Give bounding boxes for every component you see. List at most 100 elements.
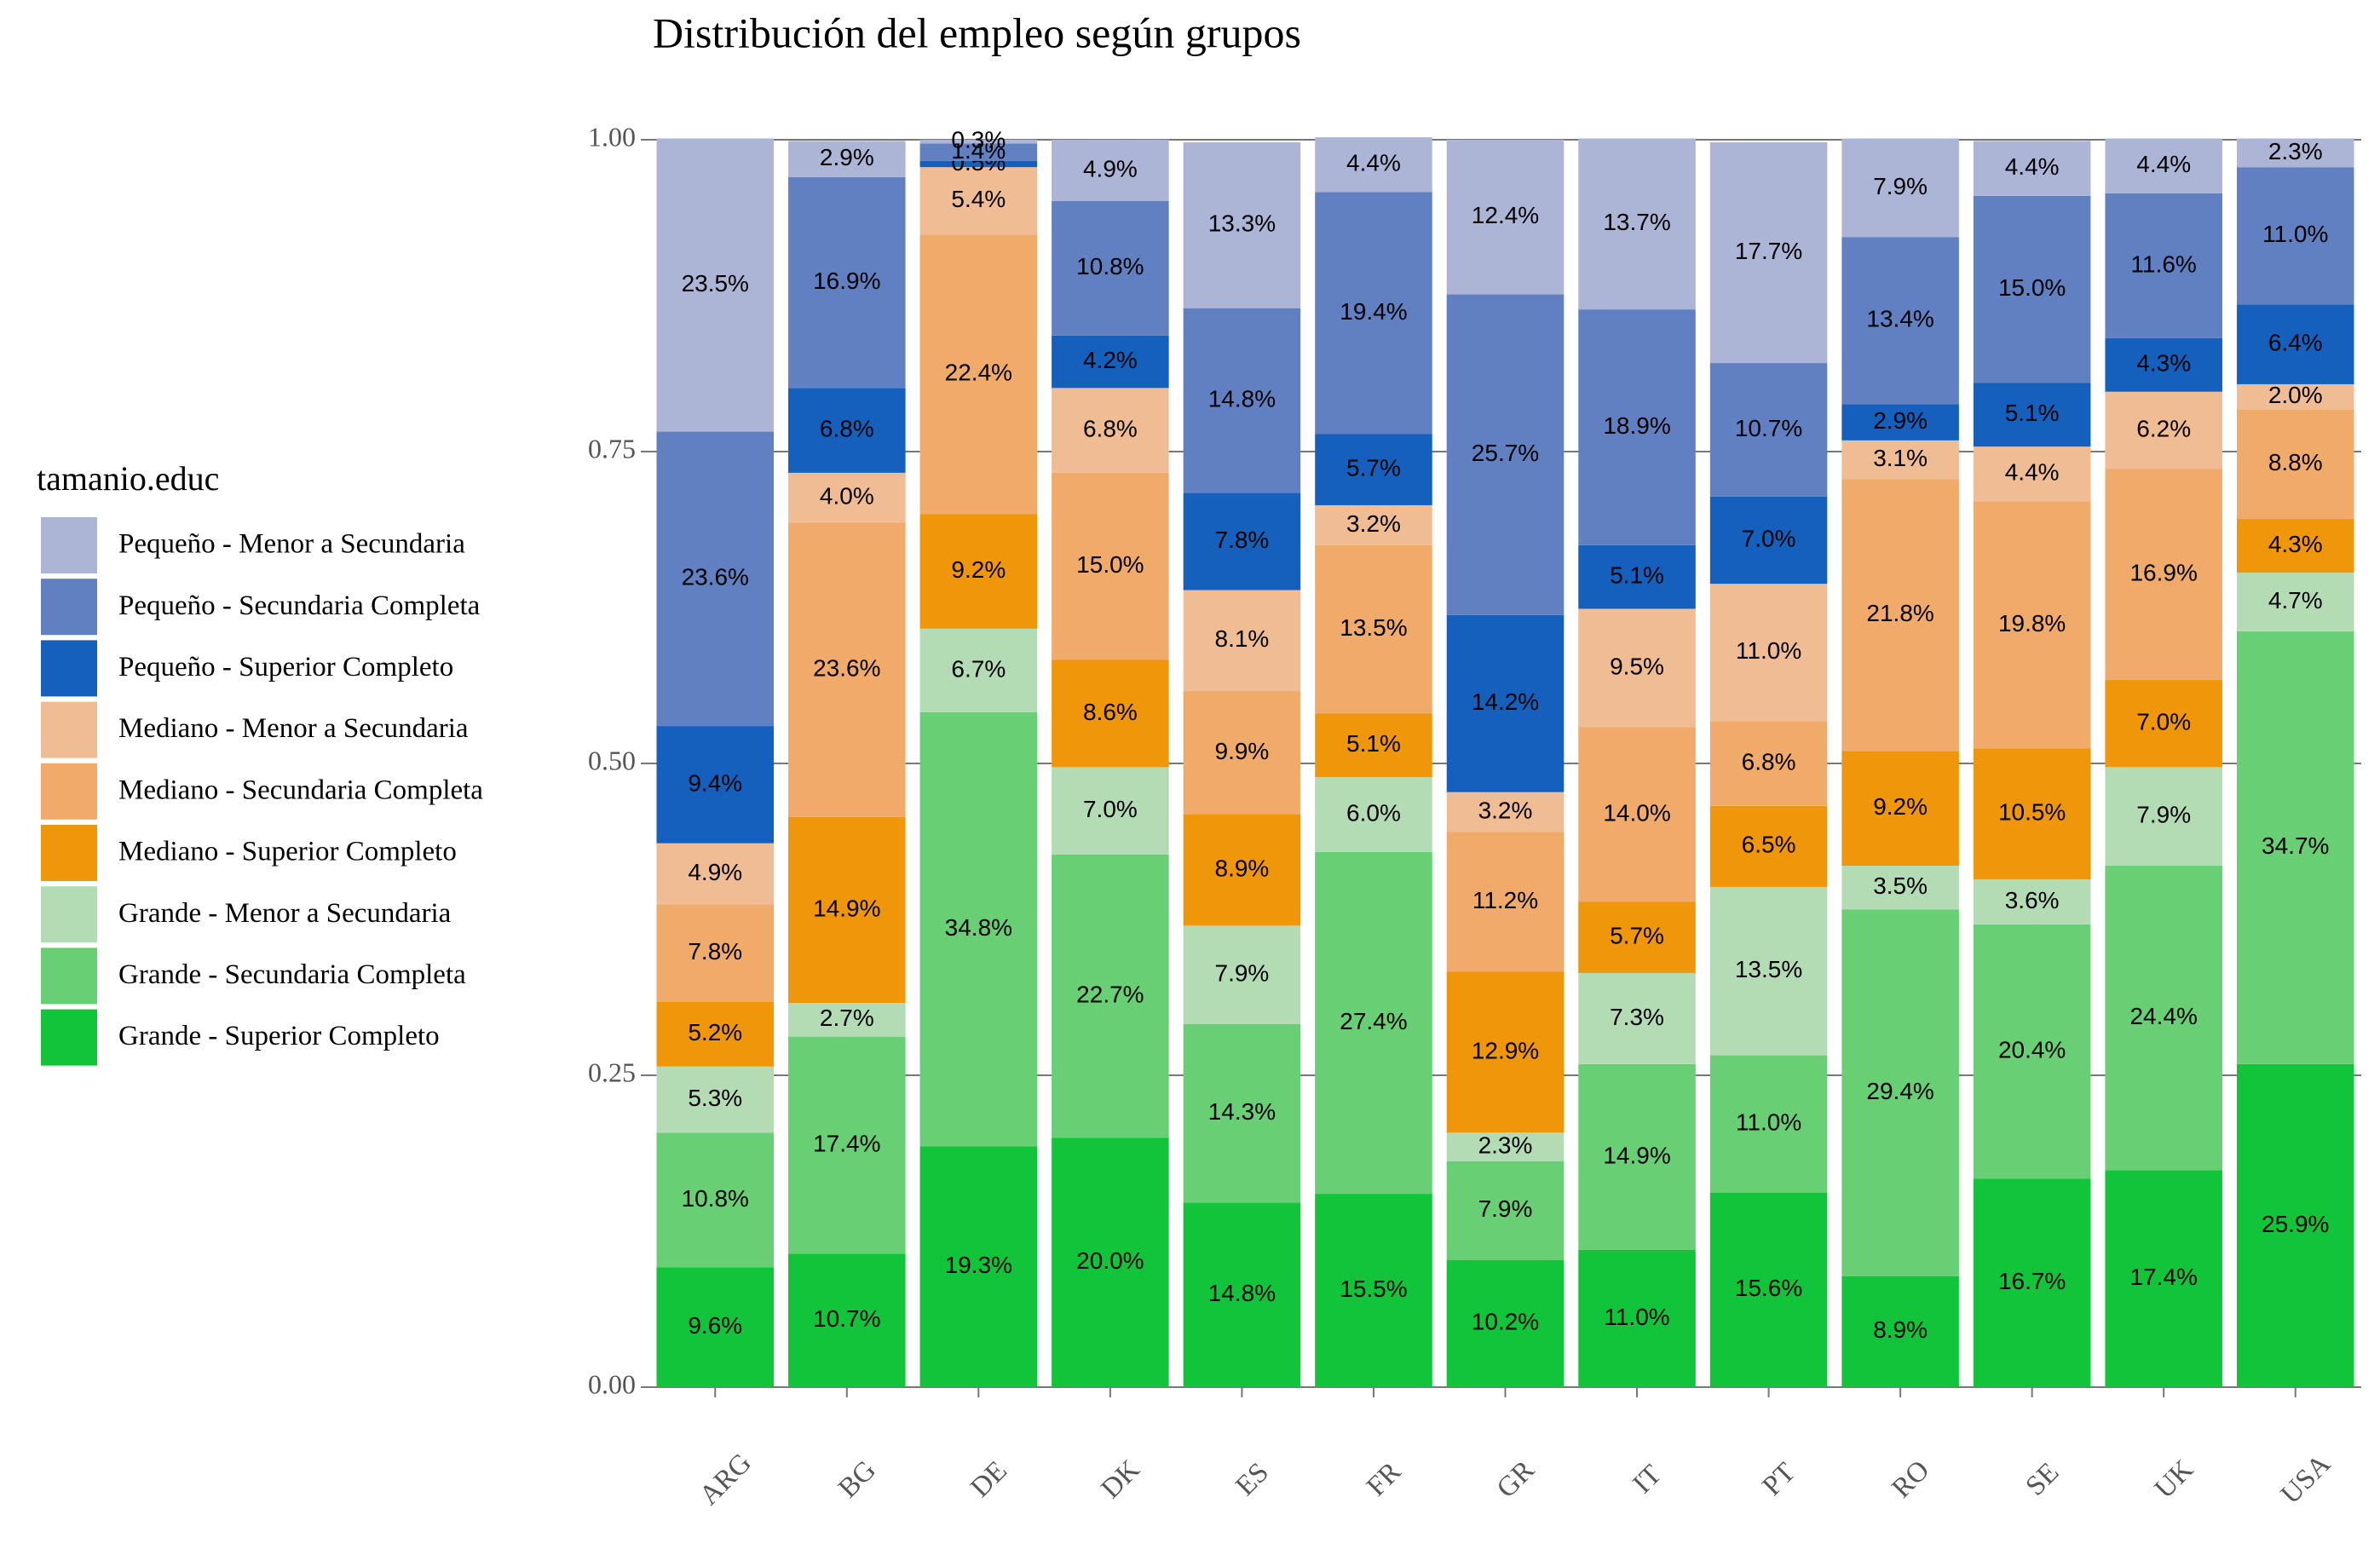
bar-segment — [1446, 971, 1565, 1133]
data-label: 6.7% — [951, 655, 1006, 682]
bar-segment — [919, 514, 1038, 629]
x-tick-label: ES — [1230, 1457, 1275, 1502]
data-label: 25.7% — [1472, 440, 1539, 466]
data-label: 22.7% — [1076, 981, 1144, 1007]
bar-segment — [1841, 866, 1959, 910]
data-label: 7.8% — [688, 938, 742, 965]
data-label: 10.8% — [1076, 253, 1144, 279]
legend-label: Grande - Menor a Secundaria — [118, 898, 452, 929]
data-label: 14.8% — [1208, 1280, 1276, 1306]
legend-label: Mediano - Menor a Secundaria — [118, 713, 469, 744]
data-label: 12.4% — [1472, 202, 1539, 228]
data-label: 4.4% — [2005, 153, 2060, 180]
bar-segment — [1052, 335, 1169, 389]
data-label: 14.8% — [1208, 385, 1276, 412]
bar-segment — [788, 472, 906, 523]
bar-segment — [1709, 1055, 1828, 1193]
bar-segment — [656, 843, 775, 905]
bar-segment — [1578, 901, 1696, 973]
legend-key — [41, 701, 97, 758]
bar-segment — [656, 431, 775, 727]
data-label: 7.8% — [1215, 527, 1270, 553]
bar-segment — [919, 1146, 1038, 1387]
data-label: 13.7% — [1603, 209, 1670, 235]
data-label: 3.6% — [2005, 887, 2060, 913]
bar-segment — [1973, 446, 2091, 502]
bar-segment — [1446, 832, 1565, 972]
data-label: 14.9% — [1603, 1142, 1670, 1168]
legend-label: Pequeño - Superior Completo — [118, 652, 453, 682]
data-label: 8.6% — [1083, 699, 1138, 725]
bar-segment — [788, 1253, 906, 1387]
data-label: 16.9% — [813, 268, 880, 294]
bar-segment — [656, 904, 775, 1002]
chart-title: Distribución del empleo según grupos — [653, 9, 1301, 56]
data-label: 4.9% — [1083, 155, 1138, 181]
bar-segment — [1183, 925, 1301, 1024]
bar-segment — [1183, 815, 1301, 926]
bar-segment — [1578, 727, 1696, 902]
bar-segment — [1973, 879, 2091, 924]
bar-segment — [1446, 1132, 1565, 1162]
x-tick-label: RO — [1886, 1454, 1935, 1504]
data-label: 13.3% — [1208, 210, 1276, 237]
bar-segment — [1315, 1194, 1432, 1387]
data-label: 12.9% — [1472, 1037, 1539, 1063]
bar-segment — [1183, 590, 1301, 692]
bar-segment — [1052, 200, 1169, 336]
bar-segment — [2236, 167, 2354, 305]
data-label: 2.0% — [2268, 382, 2323, 408]
data-label: 24.4% — [2129, 1003, 2197, 1029]
data-label: 5.2% — [688, 1019, 742, 1045]
bar-segment — [1052, 388, 1169, 473]
legend-key — [41, 1009, 97, 1066]
data-label: 7.9% — [1215, 960, 1270, 987]
data-label: 15.6% — [1735, 1275, 1802, 1301]
bar-segment — [1052, 659, 1169, 768]
data-label: 8.9% — [1873, 1316, 1928, 1343]
data-label: 7.9% — [1478, 1195, 1533, 1222]
bar-segment — [1446, 294, 1565, 615]
bar-segment — [1315, 713, 1432, 778]
data-label: 2.7% — [820, 1005, 874, 1031]
y-tick-label: 0.00 — [588, 1368, 636, 1399]
data-label: 5.3% — [688, 1085, 742, 1111]
bar-segment — [1315, 504, 1432, 545]
data-label: 0.3% — [951, 127, 1006, 153]
legend-key — [41, 579, 97, 636]
data-label: 6.8% — [1742, 748, 1796, 775]
data-label: 23.6% — [813, 655, 880, 682]
bar-segment — [919, 143, 1038, 161]
bar-segment — [1446, 792, 1565, 832]
data-label: 4.9% — [688, 859, 742, 885]
bar-segment — [1578, 608, 1696, 728]
bar-segment — [1973, 1178, 2091, 1387]
data-label: 5.7% — [1346, 455, 1401, 481]
bar-segment — [2236, 409, 2354, 520]
bar-segment — [788, 816, 906, 1004]
bar-segment — [1841, 138, 1959, 238]
bar-segment — [1315, 777, 1432, 852]
data-label: 23.6% — [682, 564, 749, 590]
data-label: 8.8% — [2268, 449, 2323, 475]
bar-segment — [1578, 1249, 1696, 1387]
bar-segment — [2105, 679, 2222, 768]
bar-segment — [1183, 691, 1301, 815]
bar-segment — [919, 160, 1038, 168]
legend-key — [41, 947, 97, 1005]
data-label: 5.7% — [1610, 923, 1664, 949]
bar-segment — [1973, 383, 2091, 447]
bar-segment — [1578, 1063, 1696, 1250]
data-label: 3.5% — [1873, 873, 1928, 899]
data-label: 9.9% — [1215, 738, 1270, 764]
bar-segment — [2105, 193, 2222, 338]
bar-segment — [1709, 584, 1828, 722]
data-label: 7.9% — [1873, 173, 1928, 199]
legend-key — [41, 640, 97, 697]
data-label: 25.9% — [2262, 1211, 2329, 1237]
data-label: 4.3% — [2268, 531, 2323, 557]
bar-segment — [2236, 383, 2354, 410]
bar-segment — [1709, 363, 1828, 497]
bar-segment — [2236, 519, 2354, 573]
data-label: 9.4% — [688, 769, 742, 796]
